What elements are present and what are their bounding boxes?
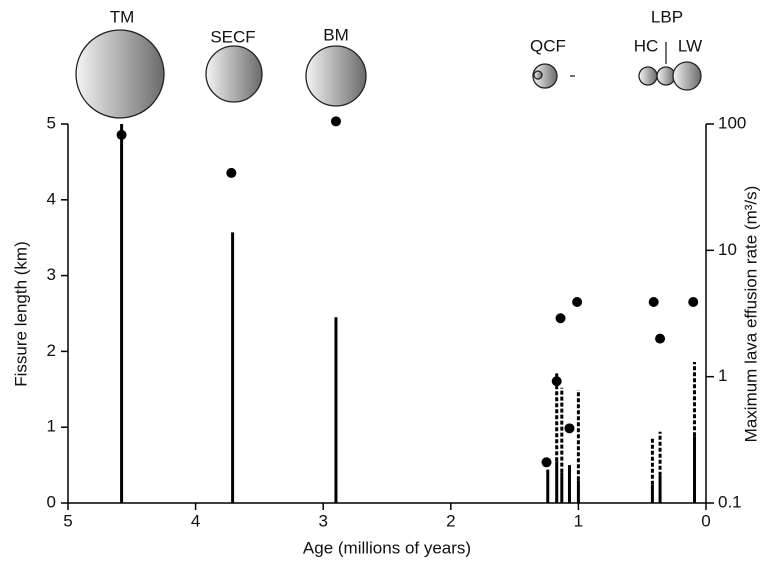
rate-point	[330, 116, 341, 127]
icon-circle	[75, 29, 165, 119]
x-tick-label: 0	[701, 511, 710, 530]
rate-point	[226, 167, 237, 178]
x-tick-label: 3	[318, 511, 327, 530]
annotation: SECF	[210, 27, 255, 46]
icon-circle	[205, 45, 263, 103]
icon-circle	[638, 66, 658, 86]
icons	[75, 29, 702, 119]
rate-point	[688, 296, 699, 307]
x-tick-label: 2	[446, 511, 455, 530]
y2-tick-label: 100	[718, 113, 746, 132]
annotation: BM	[323, 25, 349, 44]
annotation: LBP	[651, 7, 683, 26]
icon-circle	[532, 63, 558, 89]
y2-tick-label: 0.1	[718, 492, 742, 511]
y2-axis-label: Maximum lava effusion rate (m³/s)	[741, 186, 760, 443]
y-tick-label: 3	[47, 265, 56, 284]
rate-point	[564, 423, 575, 434]
y-tick-label: 4	[47, 189, 56, 208]
annotation: TM	[110, 7, 135, 26]
rate-point	[555, 313, 566, 324]
rate-point	[541, 457, 552, 468]
annotation: LW	[678, 36, 702, 55]
y-tick-label: 0	[47, 492, 56, 511]
x-tick-label: 5	[63, 511, 72, 530]
rate-point	[116, 129, 127, 140]
icon-circle	[305, 45, 367, 107]
y2-tick-label: 1	[718, 366, 727, 385]
rate-point	[655, 333, 666, 344]
rate-point	[648, 296, 659, 307]
annotation: QCF	[530, 36, 566, 55]
y2-tick-label: 10	[718, 240, 737, 259]
rate-point	[572, 296, 583, 307]
y-tick-label: 1	[47, 417, 56, 436]
x-tick-label: 4	[191, 511, 200, 530]
icon-circle	[656, 66, 676, 86]
x-axis-label: Age (millions of years)	[303, 538, 471, 557]
icon-circle	[533, 70, 543, 80]
y-tick-label: 5	[47, 113, 56, 132]
icon-circle	[672, 61, 702, 91]
y-axis-label: Fissure length (km)	[11, 241, 30, 386]
rate-point	[551, 376, 562, 387]
x-tick-label: 1	[574, 511, 583, 530]
y-tick-label: 2	[47, 341, 56, 360]
annotation: HC	[634, 36, 659, 55]
